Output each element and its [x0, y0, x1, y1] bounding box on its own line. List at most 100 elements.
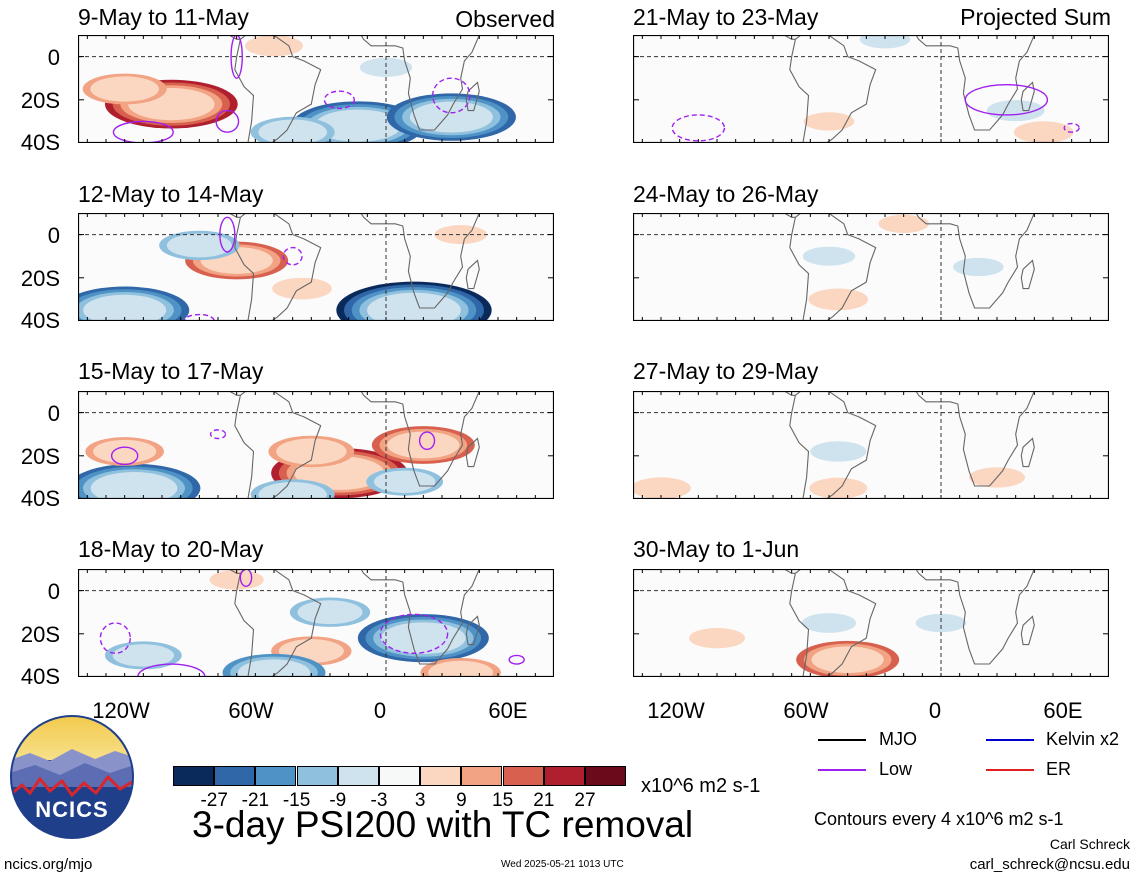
panel-title-observed-3: 15-May to 17-May — [78, 358, 264, 384]
low-contour — [671, 114, 726, 142]
anomaly-core — [886, 217, 922, 231]
anomaly-core — [174, 236, 225, 255]
colorbar-label: -15 — [282, 790, 311, 811]
low-contour — [230, 35, 243, 79]
legend-er-line — [986, 769, 1034, 771]
coastline — [1020, 81, 1035, 112]
author-email: carl_schreck@ncsu.edu — [969, 856, 1130, 873]
map-frame — [78, 569, 554, 677]
coastline — [915, 569, 1035, 665]
legend-er-label: ER — [1046, 759, 1072, 779]
anomaly-core — [374, 295, 454, 321]
website-link[interactable]: ncics.org/mjo — [4, 856, 93, 873]
low-contour — [1063, 122, 1080, 133]
map-frame — [633, 213, 1109, 321]
low-contour — [379, 613, 449, 654]
map-panel-1 — [78, 35, 554, 143]
colorbar-swatch — [296, 766, 338, 786]
colorbar-swatch — [502, 766, 544, 786]
coastline — [228, 35, 241, 40]
lon-label: 60W — [783, 698, 829, 723]
lat-label: 0 — [47, 401, 60, 426]
anomaly-core — [217, 572, 257, 587]
anomaly-core — [245, 662, 303, 677]
colorbar-swatch — [461, 766, 503, 786]
colorbar-label: 15 — [492, 790, 514, 811]
low-contour — [282, 246, 303, 266]
legend-mjo-line — [818, 739, 866, 741]
coastline — [465, 615, 480, 646]
anomaly-core — [442, 227, 480, 242]
figure-title: 3-day PSI200 with TC removal — [192, 804, 694, 845]
map-panel-7 — [78, 569, 554, 677]
map-panel-6 — [633, 391, 1109, 499]
lon-label: 120W — [92, 698, 150, 723]
map-canvas — [633, 35, 1109, 143]
legend-mjo-label: MJO — [879, 729, 917, 749]
anomaly-core — [98, 474, 170, 499]
anomaly-core — [98, 79, 152, 99]
low-contour — [323, 90, 355, 110]
anomaly-core — [286, 641, 337, 661]
anomaly-core — [266, 484, 320, 499]
colorbar-units: x10^6 m2 s-1 — [641, 775, 761, 797]
legend-kelvin-line — [986, 739, 1034, 741]
coastline — [228, 569, 241, 574]
map-canvas — [78, 569, 554, 677]
low-contour — [215, 109, 240, 133]
lon-label: 0 — [373, 698, 387, 723]
timestamp: Wed 2025-05-21 1013 UTC — [501, 859, 624, 870]
low-contour — [431, 77, 471, 114]
lon-label: 60E — [488, 698, 528, 723]
coastline — [234, 391, 322, 499]
map-canvas — [633, 569, 1109, 677]
low-contour — [209, 429, 227, 440]
low-contour — [110, 446, 139, 466]
colorbar-label: 21 — [533, 790, 555, 811]
colorbar-swatch — [420, 766, 462, 786]
contour-note: Contours every 4 x10^6 m2 s-1 — [814, 809, 1064, 829]
lon-label: 60E — [1043, 698, 1083, 723]
lat-label: 0 — [47, 45, 60, 70]
lat-label: 20S — [20, 622, 60, 647]
anomaly-core — [923, 616, 959, 630]
panel-tag-projected: Projected Sum — [960, 4, 1111, 30]
low-contour — [219, 216, 236, 253]
coastline — [915, 35, 1035, 131]
map-canvas — [78, 35, 554, 143]
anomaly-core — [435, 663, 486, 677]
low-contour — [137, 663, 206, 677]
low-contour — [239, 569, 253, 587]
coastline — [789, 35, 877, 143]
colorbar-swatch — [255, 766, 297, 786]
panel-tag-observed: Observed — [455, 6, 555, 32]
lat-label: 40S — [20, 486, 60, 511]
lat-label: 20S — [20, 444, 60, 469]
map-frame — [633, 35, 1109, 143]
coastline — [1020, 615, 1035, 646]
anomaly-core — [381, 473, 428, 491]
anomaly-core — [816, 291, 861, 308]
anomaly-core — [252, 38, 296, 54]
coastline — [465, 437, 480, 468]
map-canvas — [78, 391, 554, 499]
legend-low-line — [818, 769, 866, 771]
anomaly-core — [279, 280, 325, 297]
colorbar-label: -9 — [329, 790, 347, 811]
panel-title-observed-2: 12-May to 14-May — [78, 181, 264, 207]
panel-title-observed-4: 18-May to 20-May — [78, 536, 264, 562]
lat-label: 20S — [20, 88, 60, 113]
coastline — [465, 81, 480, 112]
anomaly-core — [818, 444, 859, 459]
map-panel-8 — [633, 569, 1109, 677]
coastline — [783, 391, 796, 396]
coastline — [1020, 259, 1035, 290]
lat-label: 20S — [20, 266, 60, 291]
colorbar-label: -3 — [370, 790, 388, 811]
colorbar-swatch — [585, 766, 626, 786]
map-panel-2 — [633, 35, 1109, 143]
anomaly-core — [696, 630, 738, 646]
map-panel-4 — [633, 213, 1109, 321]
lat-label: 40S — [20, 664, 60, 689]
lat-label: 40S — [20, 130, 60, 155]
